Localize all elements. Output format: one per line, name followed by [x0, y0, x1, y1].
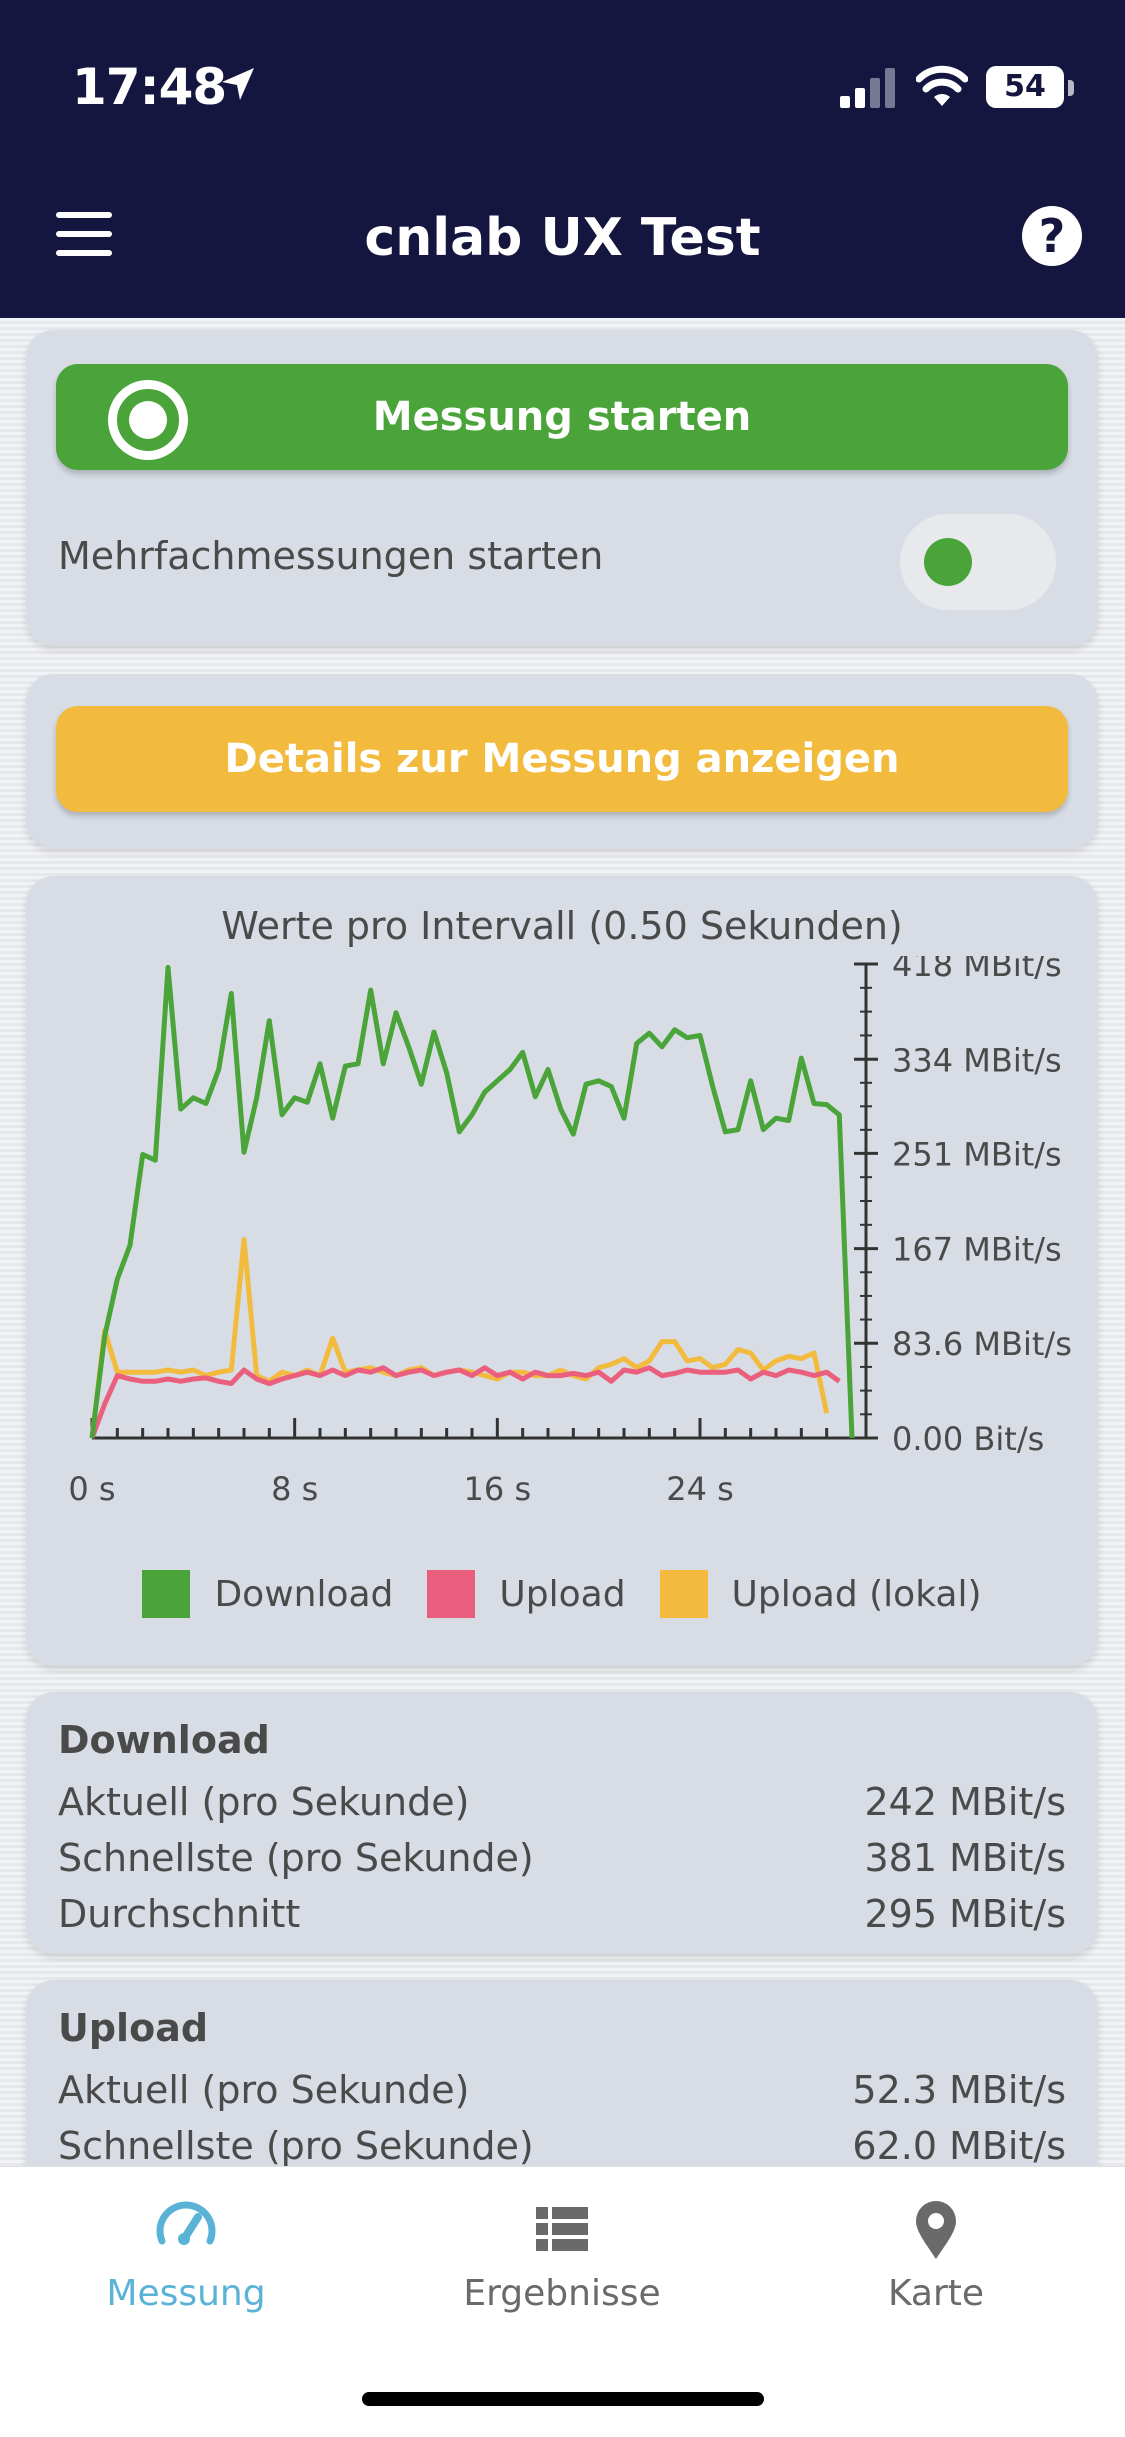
- stats-value: 62.0 MBit/s: [852, 2124, 1066, 2166]
- tab-ergebnisse[interactable]: Ergebnisse: [412, 2197, 712, 2314]
- tab-karte[interactable]: Karte: [786, 2197, 1086, 2314]
- y-tick-label: 251 MBit/s: [892, 1135, 1062, 1173]
- start-measurement-label: Messung starten: [372, 394, 752, 440]
- y-tick-label: 167 MBit/s: [892, 1231, 1062, 1269]
- legend-label-upload: Upload: [499, 1573, 626, 1615]
- upload-stats-card: Upload Aktuell (pro Sekunde) 52.3 MBit/s…: [26, 1980, 1098, 2166]
- stats-row: Durchschnitt 295 MBit/s: [58, 1892, 1066, 1936]
- multi-measurement-toggle[interactable]: [900, 514, 1056, 610]
- home-indicator: [362, 2392, 764, 2406]
- battery-indicator: 54: [986, 66, 1064, 108]
- stats-row: Aktuell (pro Sekunde) 52.3 MBit/s: [58, 2068, 1066, 2112]
- throughput-chart: 0 s 8 s 16 s 24 s 418 MBit/s 334 MBit/s 251 MB…: [68, 956, 1072, 1508]
- series-line-download: [89, 964, 855, 1439]
- stats-label: Aktuell (pro Sekunde): [58, 2068, 470, 2112]
- map-pin-icon: [916, 2201, 956, 2259]
- x-tick-label: 24 s: [666, 1470, 734, 1508]
- stats-value: 242 MBit/s: [864, 1780, 1066, 1824]
- legend-item-upload: Upload: [427, 1570, 626, 1618]
- stats-row: Aktuell (pro Sekunde) 242 MBit/s: [58, 1780, 1066, 1824]
- y-tick-label: 334 MBit/s: [892, 1041, 1062, 1079]
- tab-label: Karte: [887, 2273, 985, 2314]
- legend-swatch-upload-local: [659, 1570, 708, 1618]
- wifi-icon: [916, 65, 968, 106]
- download-stats-title: Download: [58, 1718, 270, 1762]
- tab-messung[interactable]: Messung: [36, 2197, 336, 2314]
- y-tick-label: 418 MBit/s: [892, 956, 1062, 984]
- stats-label: Schnellste (pro Sekunde): [58, 1836, 534, 1880]
- speedometer-icon: [156, 2201, 216, 2245]
- y-tick-label: 83.6 MBit/s: [892, 1325, 1072, 1363]
- x-tick-label: 0 s: [68, 1470, 115, 1508]
- stats-label: Durchschnitt: [58, 1892, 301, 1936]
- status-time: 17:48: [72, 58, 227, 116]
- chart-legend: Download Upload Upload (lokal): [26, 1570, 1098, 1618]
- bottom-tab-bar: Messung Ergebnisse Karte: [0, 2166, 1125, 2437]
- toggle-knob: [924, 538, 972, 586]
- y-tick-label: 0.00 Bit/s: [892, 1420, 1044, 1458]
- download-stats-card: Download Aktuell (pro Sekunde) 242 MBit/…: [26, 1692, 1098, 1954]
- record-icon: [108, 380, 188, 460]
- x-tick-label: 8 s: [271, 1470, 318, 1508]
- cellular-signal-icon: [840, 68, 895, 108]
- upload-stats-title: Upload: [58, 2006, 209, 2050]
- legend-item-upload-local: Upload (lokal): [659, 1570, 982, 1618]
- legend-label-upload-local: Upload (lokal): [731, 1573, 982, 1615]
- help-icon[interactable]: ?: [1022, 206, 1082, 266]
- tab-label: Messung: [106, 2273, 266, 2314]
- stats-label: Schnellste (pro Sekunde): [58, 2124, 534, 2166]
- legend-label-download: Download: [214, 1573, 394, 1615]
- hamburger-menu-icon[interactable]: [56, 212, 112, 256]
- legend-swatch-upload: [427, 1570, 476, 1618]
- series-line-upload-lokal: [89, 1237, 830, 1439]
- legend-item-download: Download: [142, 1570, 393, 1618]
- tab-label: Ergebnisse: [463, 2273, 661, 2314]
- page-title: cnlab UX Test: [364, 208, 761, 268]
- legend-swatch-download: [142, 1570, 191, 1618]
- details-card: Details zur Messung anzeigen: [26, 674, 1098, 848]
- main-content[interactable]: Messung starten Mehrfachmessungen starte…: [0, 318, 1125, 2166]
- battery-nub: [1068, 80, 1074, 96]
- multi-measurement-label: Mehrfachmessungen starten: [58, 534, 604, 578]
- location-arrow-icon: [222, 68, 254, 100]
- start-card: Messung starten Mehrfachmessungen starte…: [26, 330, 1098, 646]
- stats-row: Schnellste (pro Sekunde) 62.0 MBit/s: [58, 2124, 1066, 2166]
- top-bar: 17:48 54 cnlab UX Test ?: [0, 0, 1125, 318]
- stats-value: 295 MBit/s: [864, 1892, 1066, 1936]
- series-line-upload: [89, 1365, 841, 1439]
- stats-label: Aktuell (pro Sekunde): [58, 1780, 470, 1824]
- stats-value: 381 MBit/s: [864, 1836, 1066, 1880]
- show-details-button[interactable]: Details zur Messung anzeigen: [56, 706, 1068, 812]
- list-icon: [536, 2207, 588, 2251]
- stats-value: 52.3 MBit/s: [852, 2068, 1066, 2112]
- x-tick-label: 16 s: [464, 1470, 532, 1508]
- stats-row: Schnellste (pro Sekunde) 381 MBit/s: [58, 1836, 1066, 1880]
- start-measurement-button[interactable]: Messung starten: [56, 364, 1068, 470]
- chart-title: Werte pro Intervall (0.50 Sekunden): [221, 904, 903, 948]
- chart-card: Werte pro Intervall (0.50 Sekunden) 0 s 8…: [26, 876, 1098, 1666]
